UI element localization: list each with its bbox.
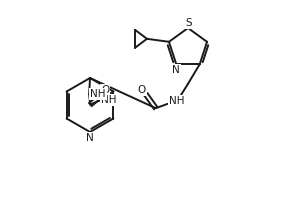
Text: S: S xyxy=(186,18,192,28)
Text: NH: NH xyxy=(101,95,116,105)
Text: O: O xyxy=(101,85,109,95)
Text: NH: NH xyxy=(90,89,106,99)
Text: N: N xyxy=(86,133,94,143)
Text: O: O xyxy=(138,85,146,95)
Text: NH: NH xyxy=(169,96,184,106)
Text: N: N xyxy=(172,65,180,75)
